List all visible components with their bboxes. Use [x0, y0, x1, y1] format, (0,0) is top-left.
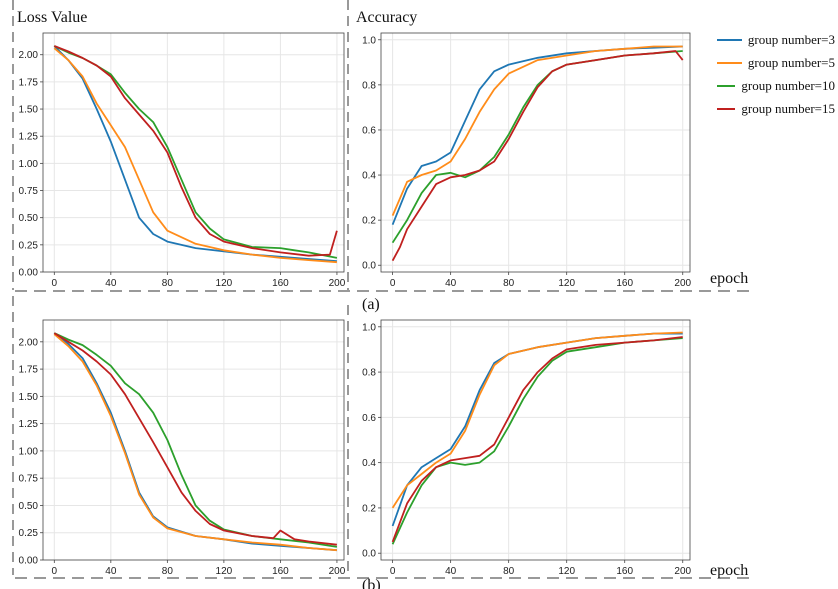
subfigure-label-a: (a): [362, 296, 380, 313]
y-tick-label: 2.00: [19, 50, 39, 61]
y-tick-label: 0.0: [362, 549, 376, 560]
y-tick-label: 1.00: [19, 159, 39, 170]
legend-swatch-group-15: [717, 107, 736, 110]
x-tick-label: 160: [272, 566, 289, 577]
x-tick-label: 120: [216, 278, 233, 289]
legend-label-group-3: group number=3: [747, 31, 835, 47]
y-tick-label: 0.00: [19, 556, 39, 567]
series-line-group-number-10: [391, 337, 683, 545]
x-tick-label: 120: [216, 566, 233, 577]
legend-label-group-15: group number=15: [741, 100, 835, 116]
series-line-group-number-5: [391, 331, 683, 509]
legend-label-group-10: group number=10: [741, 77, 835, 93]
legend-item-group-15: group number=15: [717, 97, 835, 120]
x-tick-label: 40: [445, 566, 457, 577]
plot-frame: [380, 32, 691, 273]
x-tick-label: 160: [616, 566, 633, 577]
x-tick-label: 200: [329, 278, 346, 289]
y-tick-label: 0.75: [19, 186, 39, 197]
x-tick-label: 40: [105, 566, 117, 577]
x-tick-label: 120: [558, 566, 575, 577]
y-tick-label: 0.4: [362, 458, 376, 469]
y-tick-label: 1.75: [19, 77, 39, 88]
series-line-group-number-5: [53, 333, 337, 552]
y-tick-label: 0.8: [362, 368, 376, 379]
x-tick-label: 160: [272, 278, 289, 289]
y-tick-label: 1.50: [19, 392, 39, 403]
legend-label-group-5: group number=5: [747, 54, 835, 70]
series-line-group-number-15: [53, 45, 338, 257]
plot-frame: [42, 32, 345, 273]
y-tick-label: 0.00: [19, 268, 39, 279]
legend-swatch-group-5: [717, 61, 742, 64]
x-tick-label: 200: [674, 278, 691, 289]
x-tick-label: 80: [503, 566, 515, 577]
series-line-group-number-3: [391, 332, 683, 527]
epoch-label-top: epoch: [710, 270, 749, 287]
y-tick-label: 0.25: [19, 240, 39, 251]
x-tick-label: 40: [445, 278, 457, 289]
x-tick-label: 80: [162, 566, 174, 577]
x-tick-label: 0: [390, 566, 396, 577]
y-tick-label: 0.50: [19, 213, 39, 224]
loss-title: Loss Value: [17, 9, 88, 26]
y-tick-label: 0.2: [362, 216, 376, 227]
x-tick-label: 0: [390, 278, 396, 289]
y-tick-label: 0.4: [362, 171, 376, 182]
y-tick-label: 0.8: [362, 80, 376, 91]
x-tick-label: 160: [616, 278, 633, 289]
legend-item-group-10: group number=10: [717, 74, 835, 97]
y-tick-label: 0.0: [362, 261, 376, 272]
y-tick-label: 0.50: [19, 501, 39, 512]
y-tick-label: 0.25: [19, 528, 39, 539]
x-tick-label: 120: [558, 278, 575, 289]
accuracy-title: Accuracy: [356, 9, 418, 26]
x-tick-label: 0: [52, 278, 58, 289]
y-tick-label: 1.75: [19, 365, 39, 376]
series-line-group-number-15: [391, 50, 684, 262]
series-line-group-number-5: [391, 45, 683, 216]
x-tick-label: 80: [162, 278, 174, 289]
plot-frame: [380, 319, 691, 561]
series-line-group-number-5: [53, 47, 337, 264]
plot-frame: [42, 319, 345, 561]
x-tick-label: 0: [52, 566, 58, 577]
epoch-label-bottom: epoch: [710, 562, 749, 579]
y-tick-label: 1.00: [19, 446, 39, 457]
y-tick-label: 1.25: [19, 132, 39, 143]
y-tick-label: 1.0: [362, 322, 376, 333]
legend-swatch-group-10: [717, 84, 736, 87]
y-tick-label: 0.2: [362, 503, 376, 514]
y-tick-label: 0.75: [19, 474, 39, 485]
y-tick-label: 0.6: [362, 413, 376, 424]
legend-item-group-5: group number=5: [717, 51, 835, 74]
x-tick-label: 200: [674, 566, 691, 577]
y-tick-label: 1.50: [19, 105, 39, 116]
y-tick-label: 1.25: [19, 419, 39, 430]
y-tick-label: 1.0: [362, 35, 376, 46]
series-line-group-number-15: [391, 336, 683, 543]
legend-swatch-group-3: [717, 38, 742, 41]
subfigure-label-b: (b): [362, 577, 381, 589]
y-tick-label: 0.6: [362, 125, 376, 136]
legend-item-group-3: group number=3: [717, 28, 835, 51]
legend: group number=3 group number=5 group numb…: [717, 28, 835, 120]
series-line-group-number-15: [53, 332, 338, 546]
x-tick-label: 80: [503, 278, 515, 289]
x-tick-label: 200: [329, 566, 346, 577]
x-tick-label: 40: [105, 278, 117, 289]
y-tick-label: 2.00: [19, 337, 39, 348]
